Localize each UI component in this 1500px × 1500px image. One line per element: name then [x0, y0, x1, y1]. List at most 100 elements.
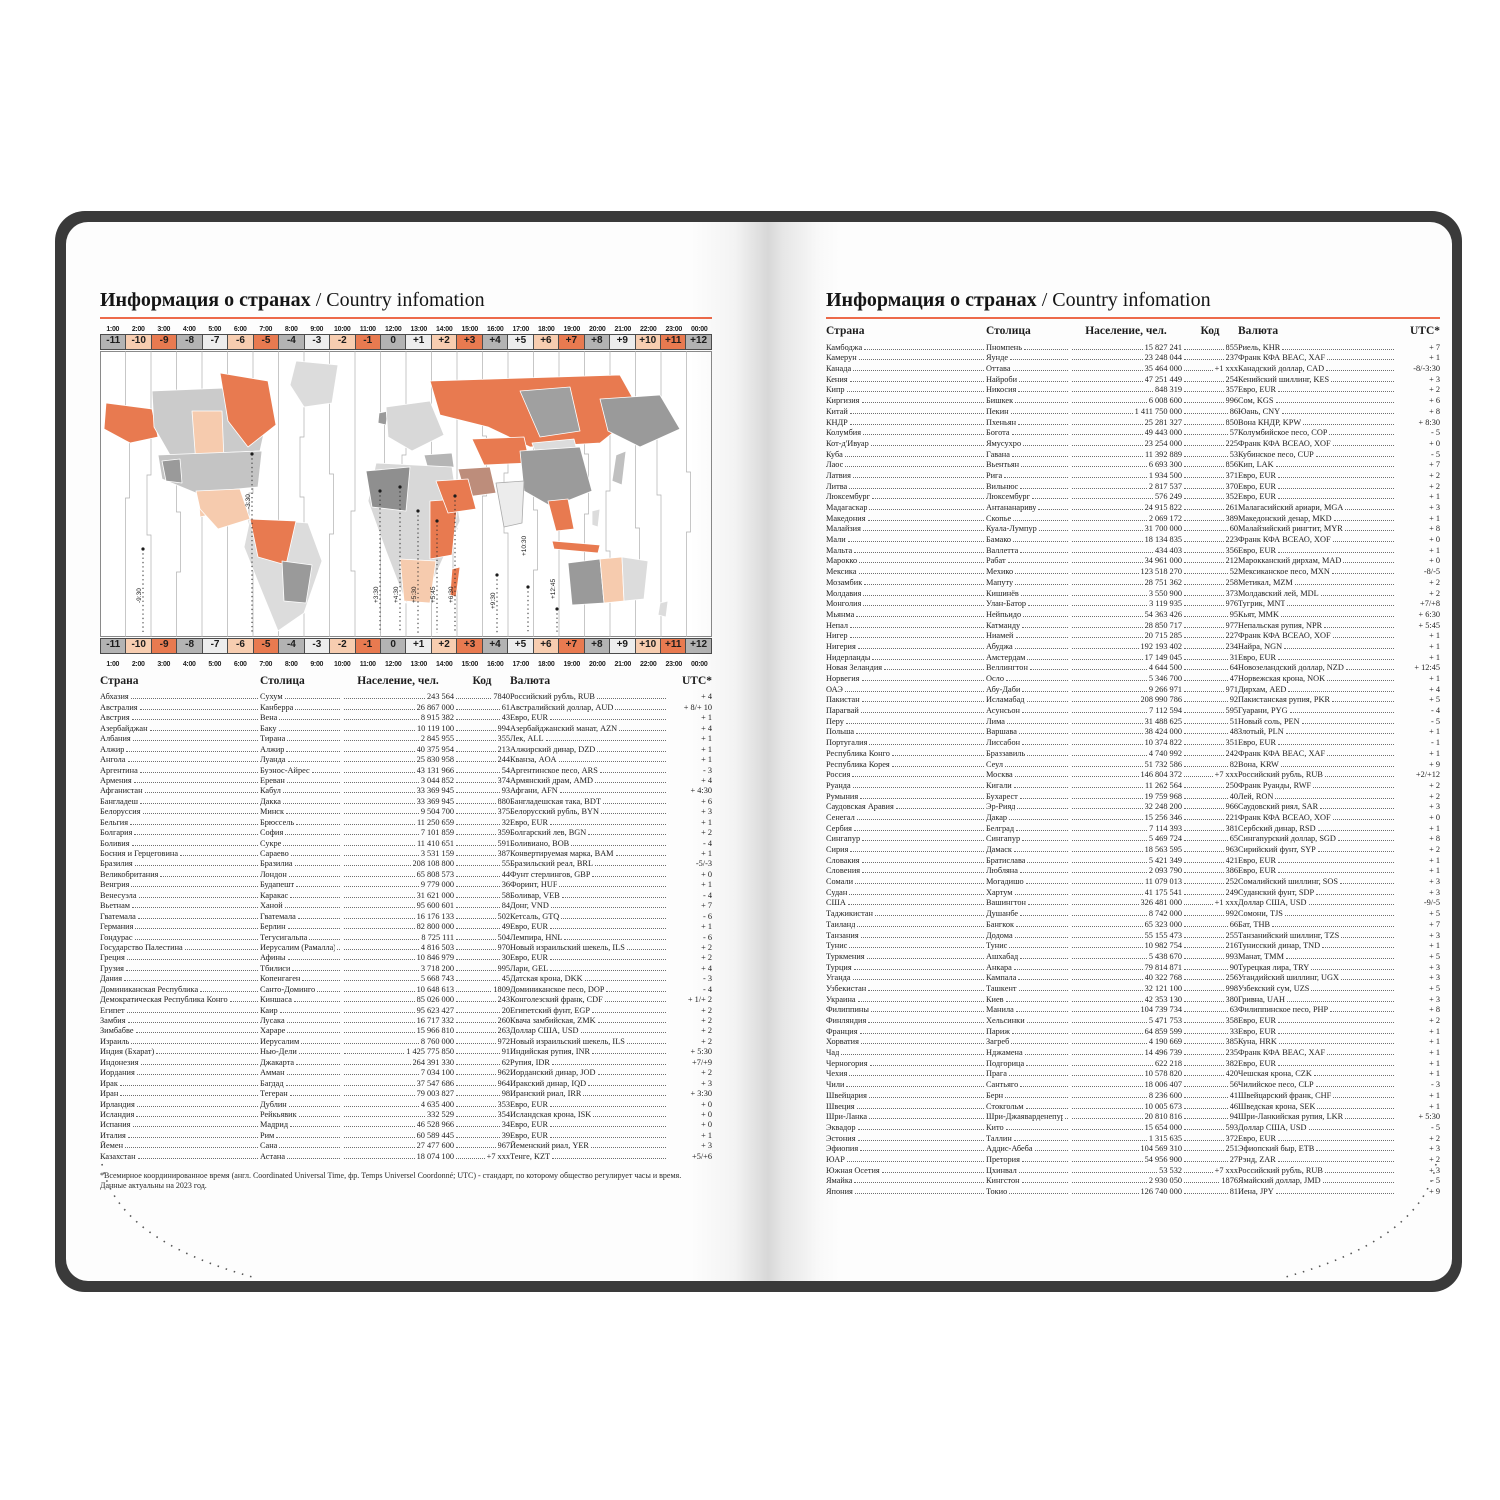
dot-leader — [344, 807, 419, 815]
time-tick: 12:00 — [385, 326, 402, 333]
table-row: Италия Рим 60 589 445 39 Евро, EUR + 1 — [100, 1129, 712, 1140]
phone-code-value: 39 — [454, 1131, 510, 1140]
time-tick: 5:00 — [208, 326, 222, 333]
dot-leader — [456, 891, 500, 898]
dot-leader — [456, 1058, 500, 1065]
offset-cell: +8 — [584, 335, 611, 349]
currency-value: Доминиканское песо, DOP — [510, 985, 668, 994]
phone-code-value-text: 82 — [1229, 759, 1238, 769]
country-name-text: Новая Зеландия — [826, 663, 883, 673]
population-value-text: 14 496 739 — [1144, 1048, 1182, 1058]
currency-value: Белорусский рубль, BYN — [510, 807, 668, 816]
population-value-text: 5 421 349 — [1148, 855, 1182, 865]
dot-leader — [861, 695, 984, 703]
utc-offset-value-text: + 1 — [701, 817, 712, 827]
map-annotation-label: +10:30 — [521, 536, 528, 556]
table-row: Замбия Лусака 16 717 332 260 Квача замбийска… — [100, 1015, 712, 1025]
utc-offset-value-text: + 0 — [701, 1099, 712, 1109]
population-value: 146 804 372 — [1070, 770, 1182, 779]
table-row: Боливия Сукре 11 410 651 591 Боливиано, BOB -… — [100, 837, 712, 848]
utc-offset-value-text: + 4:30 — [690, 786, 712, 796]
utc-offset-value-text: + 3 — [1429, 994, 1440, 1004]
dot-leader — [604, 995, 666, 1003]
population-value-text: 4 816 503 — [420, 942, 454, 952]
dot-leader — [595, 776, 666, 783]
phone-code-value: 260 — [454, 1016, 510, 1025]
population-value: 14 496 739 — [1070, 1048, 1182, 1057]
currency-value: Евро, EUR — [510, 818, 668, 827]
utc-offset-value-text: + 0 — [701, 1109, 712, 1119]
country-name: Турция — [826, 963, 986, 972]
dot-leader — [1184, 407, 1228, 414]
utc-offset-value: + 2 — [1396, 1134, 1440, 1143]
time-tick: 1:00 — [106, 661, 120, 668]
dot-leader — [1072, 418, 1143, 425]
phone-code-value-text: 352 — [1225, 492, 1238, 502]
population-value: 9 266 971 — [1070, 685, 1182, 694]
country-name-text: Болгария — [100, 828, 133, 838]
dot-leader — [1184, 834, 1228, 842]
dot-leader — [588, 828, 666, 836]
capital-name: Антананариву — [986, 503, 1070, 512]
country-name-text: Греция — [100, 953, 125, 963]
table-row: Узбекистан Ташкент 32 121 100 998 Узбекский … — [826, 982, 1440, 993]
population-value-text: 20 810 816 — [1144, 1112, 1182, 1122]
phone-code-value: 234 — [1182, 642, 1238, 651]
table-row: ОАЭ Абу-Даби 9 266 971 971 Дирхам, AED + 4 — [826, 683, 1440, 694]
capital-name-text: Яунде — [986, 353, 1009, 363]
country-name: Лаос — [826, 460, 986, 469]
phone-code-value-text: 98 — [501, 1089, 510, 1099]
dot-leader — [1184, 535, 1224, 543]
currency-value: Доллар США, USD — [1238, 898, 1396, 907]
phone-code-value: 33 — [1182, 1027, 1238, 1036]
population-value-text: 18 134 835 — [1144, 535, 1182, 545]
offset-cell: +2 — [431, 639, 458, 653]
utc-offset-value-text: + 1 — [1429, 823, 1440, 833]
utc-offset-value-text: + 4 — [701, 692, 712, 702]
dot-leader — [296, 880, 340, 888]
phone-code-value: 250 — [1182, 781, 1238, 790]
capital-name: Сингапур — [986, 834, 1070, 843]
currency-value: Непальская рупия, NPR — [1238, 621, 1396, 630]
dot-leader — [282, 797, 340, 804]
population-value-text: 15 966 810 — [416, 1026, 454, 1036]
currency-value: Боливар, VEB — [510, 891, 668, 900]
dot-leader — [1011, 450, 1068, 457]
currency-value-text: Лек, ALL — [510, 734, 544, 744]
dot-leader — [1028, 599, 1068, 607]
dot-leader — [1288, 685, 1394, 692]
utc-offset-value-text: -5/-3 — [695, 859, 712, 869]
country-name: Республика Корея — [826, 760, 986, 769]
dot-leader — [1184, 546, 1224, 553]
population-value: 5 471 753 — [1070, 1016, 1182, 1025]
country-name-text: Йемен — [100, 1141, 124, 1151]
phone-code-value-text: 48 — [1229, 727, 1238, 737]
utc-offset-value: + 4:30 — [668, 786, 712, 795]
phone-code-value-text: 60 — [1229, 524, 1238, 534]
country-name-text: Саудовская Аравия — [826, 802, 894, 812]
currency-value-text: Эфиопский быр, ETB — [1238, 1144, 1315, 1154]
dot-leader — [160, 870, 258, 877]
country-name-text: Турция — [826, 962, 852, 972]
population-value-text: 47 251 449 — [1144, 374, 1182, 384]
population-value-text: 23 254 000 — [1144, 438, 1182, 448]
dot-leader — [1327, 353, 1394, 361]
dot-leader — [134, 933, 258, 940]
dot-leader — [1022, 706, 1068, 714]
dot-leader — [1072, 760, 1143, 767]
capital-name-text: Париж — [986, 1026, 1010, 1036]
dot-leader — [1072, 941, 1143, 949]
population-value: 1 315 635 — [1070, 1134, 1182, 1143]
currency-value-text: Конголезский франк, CDF — [510, 995, 603, 1005]
table-row: Кот-д'Ивуар Ямусухро 23 254 000 225 Франк КФ… — [826, 437, 1440, 448]
phone-code-value: 385 — [1182, 1037, 1238, 1046]
utc-offset-value-text: + 3 — [1429, 973, 1440, 983]
currency-value: Гуарани, PYG — [1238, 706, 1396, 715]
world-timezone-map: -9:30-3:30+3:30 +4:30 +5:30 +5:45 +6:30 +9:30… — [100, 351, 712, 637]
table-row: Португалия Лиссабон 10 374 822 351 Евро, EUR… — [826, 736, 1440, 747]
dot-leader — [1072, 642, 1139, 649]
dot-leader — [1072, 1134, 1147, 1141]
utc-offset-value-text: + 2 — [701, 942, 712, 952]
country-name-text: Замбия — [100, 1016, 126, 1025]
dot-leader — [287, 922, 340, 930]
